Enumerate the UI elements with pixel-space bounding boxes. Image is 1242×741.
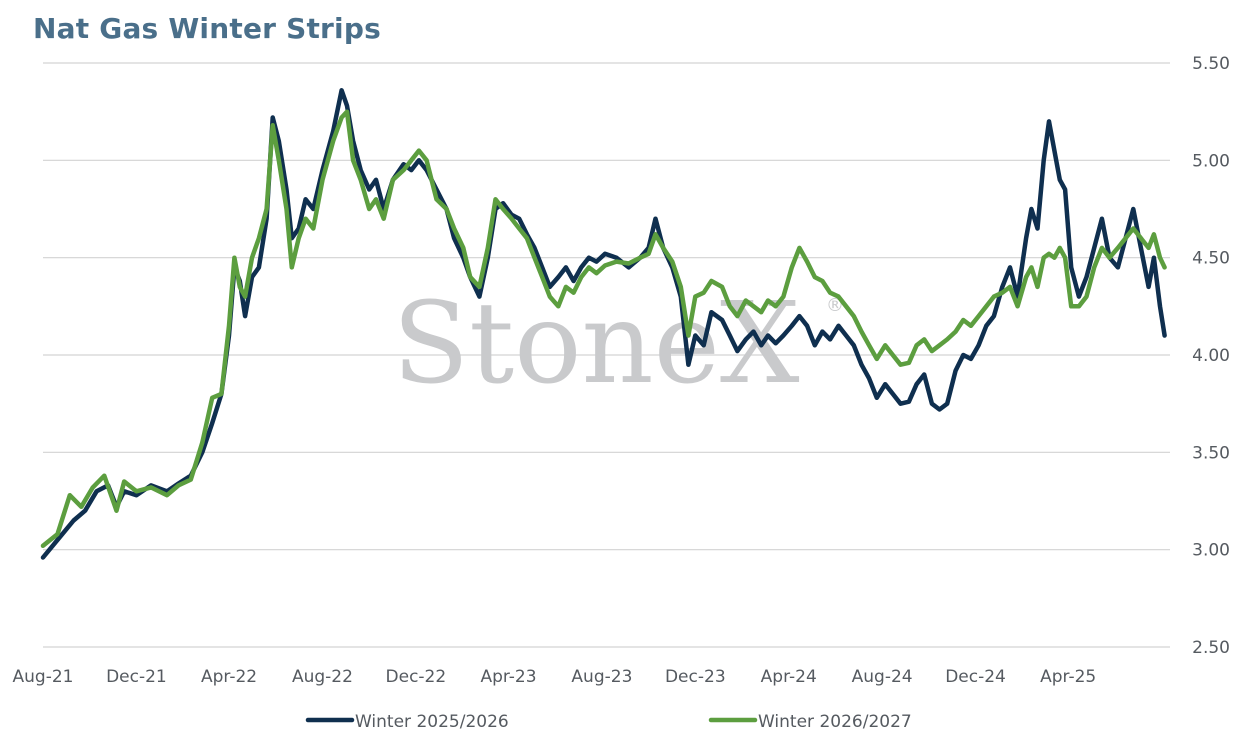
series-line-2 <box>40 109 1167 549</box>
x-tick-label: Apr-22 <box>201 667 257 687</box>
x-tick-label: Dec-21 <box>106 667 167 687</box>
series-lines <box>40 88 1167 560</box>
legend: Winter 2025/2026 Winter 2026/2027 <box>305 712 912 732</box>
y-tick-label: 5.00 <box>1192 151 1230 171</box>
x-tick-label: Aug-22 <box>292 667 353 687</box>
x-tick-label: Aug-21 <box>13 667 74 687</box>
x-tick-label: Dec-22 <box>386 667 447 687</box>
x-tick-label: Apr-25 <box>1040 667 1096 687</box>
x-tick-label: Apr-24 <box>761 667 817 687</box>
grid-lines <box>43 62 1170 648</box>
y-tick-label: 4.50 <box>1192 249 1230 269</box>
y-tick-label: 3.50 <box>1192 443 1230 463</box>
legend-label-1: Winter 2025/2026 <box>355 712 509 732</box>
x-axis-ticks: Aug-21 Dec-21 Apr-22 Aug-22 Dec-22 Apr-23 Aug-… <box>13 667 1097 687</box>
x-tick-label: Dec-24 <box>945 667 1006 687</box>
y-axis-ticks: 2.50 3.00 3.50 4.00 4.50 5.00 5.50 <box>1192 54 1230 658</box>
x-tick-label: Dec-23 <box>665 667 726 687</box>
x-tick-label: Aug-24 <box>852 667 913 687</box>
y-tick-label: 5.50 <box>1192 54 1230 74</box>
legend-label-2: Winter 2026/2027 <box>758 712 912 732</box>
y-tick-label: 3.00 <box>1192 541 1230 561</box>
watermark-text: StoneX <box>392 279 800 409</box>
y-tick-label: 2.50 <box>1192 638 1230 658</box>
x-tick-label: Aug-23 <box>571 667 632 687</box>
chart-title: Nat Gas Winter Strips <box>33 12 381 45</box>
x-tick-label: Apr-23 <box>480 667 536 687</box>
y-tick-label: 4.00 <box>1192 346 1230 366</box>
